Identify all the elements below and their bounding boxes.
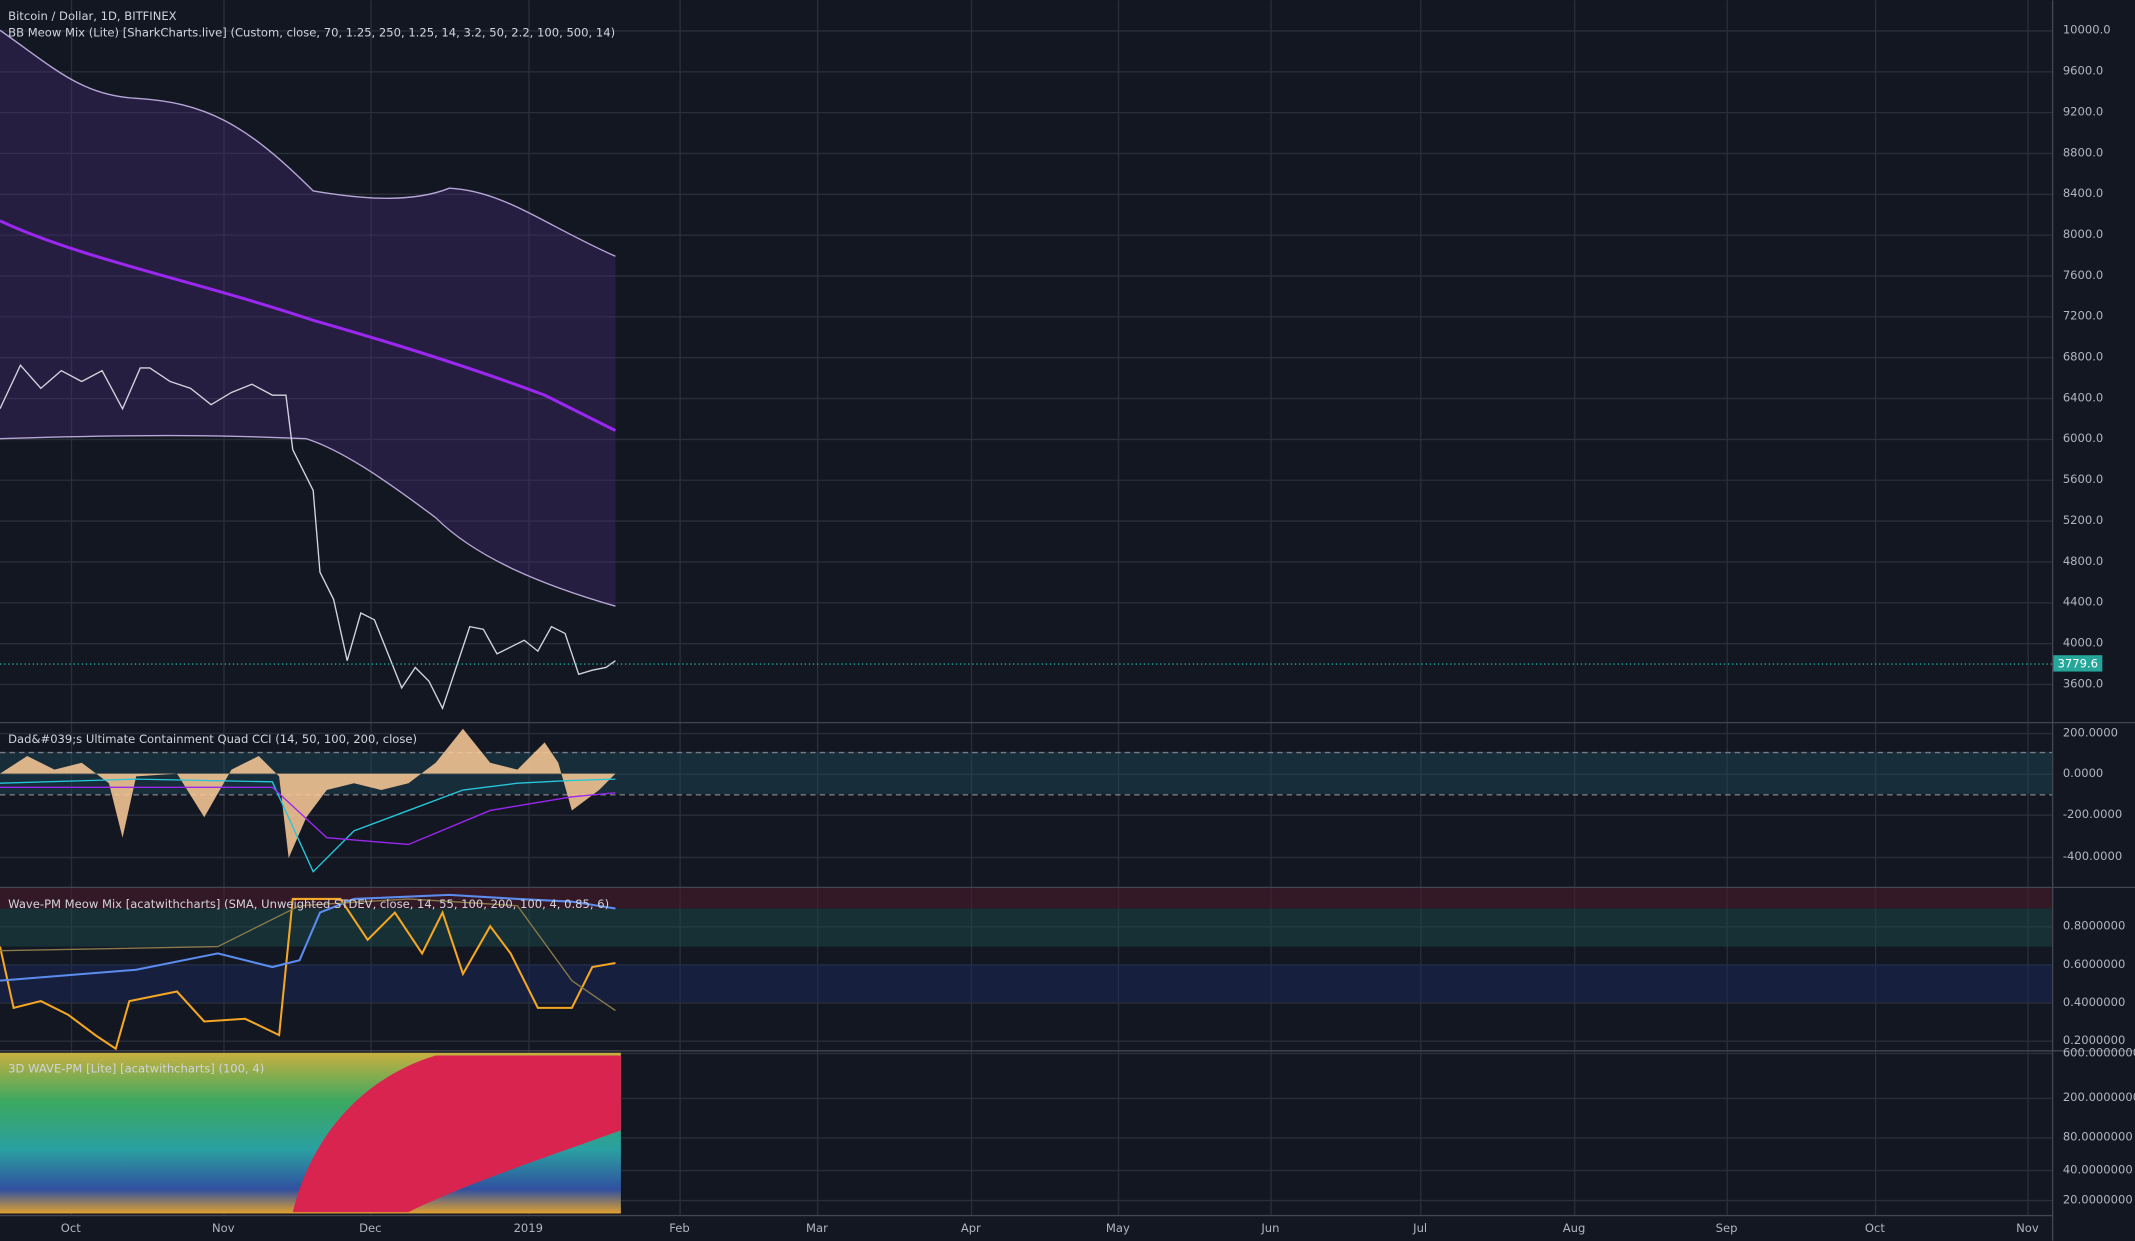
time-tick-label: May — [1106, 1221, 1130, 1235]
price-tick-label: 4400.0 — [2063, 595, 2103, 609]
symbol-title: Bitcoin / Dollar, 1D, BITFINEX — [8, 9, 177, 23]
time-tick-label: Oct — [1865, 1221, 1885, 1235]
cci-zone — [0, 751, 2052, 795]
time-tick-label: Mar — [806, 1221, 828, 1235]
price-tick-label: 8400.0 — [2063, 186, 2103, 200]
time-tick-label: 2019 — [514, 1221, 543, 1235]
bb-basis — [0, 219, 617, 432]
price-tick-label: 8000.0 — [2063, 227, 2103, 241]
pane-tick-label: 0.0000 — [2063, 766, 2103, 780]
cci-fill — [0, 728, 616, 859]
time-tick-label: Apr — [961, 1221, 981, 1235]
pane-title: Dad&#039;s Ultimate Containment Quad CCI… — [8, 732, 417, 746]
heatmap-region — [292, 1055, 621, 1213]
wave-zone — [0, 964, 2052, 1003]
price-tick-label: 7200.0 — [2063, 309, 2103, 323]
time-tick-label: Jul — [1412, 1221, 1427, 1235]
wave-line — [0, 897, 616, 1051]
price-tick-label: 3600.0 — [2063, 676, 2103, 690]
pane-tick-label: -200.0000 — [2063, 807, 2122, 821]
pane-tick-label: 200.0000 — [2063, 725, 2118, 739]
wave-zone — [0, 908, 2052, 947]
price-tick-label: 5600.0 — [2063, 472, 2103, 486]
wave-zone — [0, 888, 2052, 909]
labels: Bitcoin / Dollar, 1D, BITFINEX BB Meow M… — [8, 9, 2135, 1235]
pane-tick-label: -400.0000 — [2063, 849, 2122, 863]
bb-lower — [0, 434, 616, 607]
wave-line — [0, 898, 616, 1012]
bb-upper — [0, 29, 616, 257]
time-tick-label: Aug — [1563, 1221, 1586, 1235]
last-price-label: 3779.6 — [2058, 657, 2098, 671]
pane-tick-label: 600.0000000 — [2063, 1045, 2135, 1059]
time-tick-label: Sep — [1716, 1221, 1738, 1235]
price-tick-label: 9600.0 — [2063, 64, 2103, 78]
pane-tick-label: 0.2000000 — [2063, 1033, 2126, 1047]
pane-tick-label: 0.6000000 — [2063, 957, 2126, 971]
pane-title: 3D WAVE-PM [Lite] [acatwithcharts] (100,… — [8, 1062, 264, 1076]
price-tick-label: 4000.0 — [2063, 635, 2103, 649]
wave-line — [0, 893, 616, 982]
price-tick-label: 6000.0 — [2063, 431, 2103, 445]
pane-tick-label: 0.8000000 — [2063, 919, 2126, 933]
price-tick-label: 7600.0 — [2063, 268, 2103, 282]
price-tick-label: 6400.0 — [2063, 390, 2103, 404]
indicator-title: BB Meow Mix (Lite) [SharkCharts.live] (C… — [8, 25, 615, 39]
price-tick-label: 5200.0 — [2063, 513, 2103, 527]
price-line — [0, 363, 616, 711]
cci-line — [0, 778, 616, 873]
pane-title: Wave-PM Meow Mix [acatwithcharts] (SMA, … — [8, 897, 609, 911]
cci-line — [0, 786, 616, 846]
time-tick-label: Jun — [1260, 1221, 1279, 1235]
pane-tick-label: 40.0000000 — [2063, 1162, 2133, 1176]
time-tick-label: Dec — [359, 1221, 381, 1235]
price-tick-label: 4800.0 — [2063, 554, 2103, 568]
price-tick-label: 8800.0 — [2063, 145, 2103, 159]
time-tick-label: Nov — [2016, 1221, 2039, 1235]
price-tick-label: 6800.0 — [2063, 350, 2103, 364]
pane-tick-label: 20.0000000 — [2063, 1192, 2133, 1206]
pane-tick-label: 80.0000000 — [2063, 1130, 2133, 1144]
price-tick-label: 10000.0 — [2063, 23, 2111, 37]
pane-tick-label: 0.4000000 — [2063, 995, 2126, 1009]
time-tick-label: Oct — [61, 1221, 81, 1235]
pane-tick-label: 200.0000000 — [2063, 1090, 2135, 1104]
price-tick-label: 9200.0 — [2063, 104, 2103, 118]
time-tick-label: Feb — [669, 1221, 689, 1235]
time-tick-label: Nov — [212, 1221, 235, 1235]
last-price-tag — [2053, 655, 2103, 672]
